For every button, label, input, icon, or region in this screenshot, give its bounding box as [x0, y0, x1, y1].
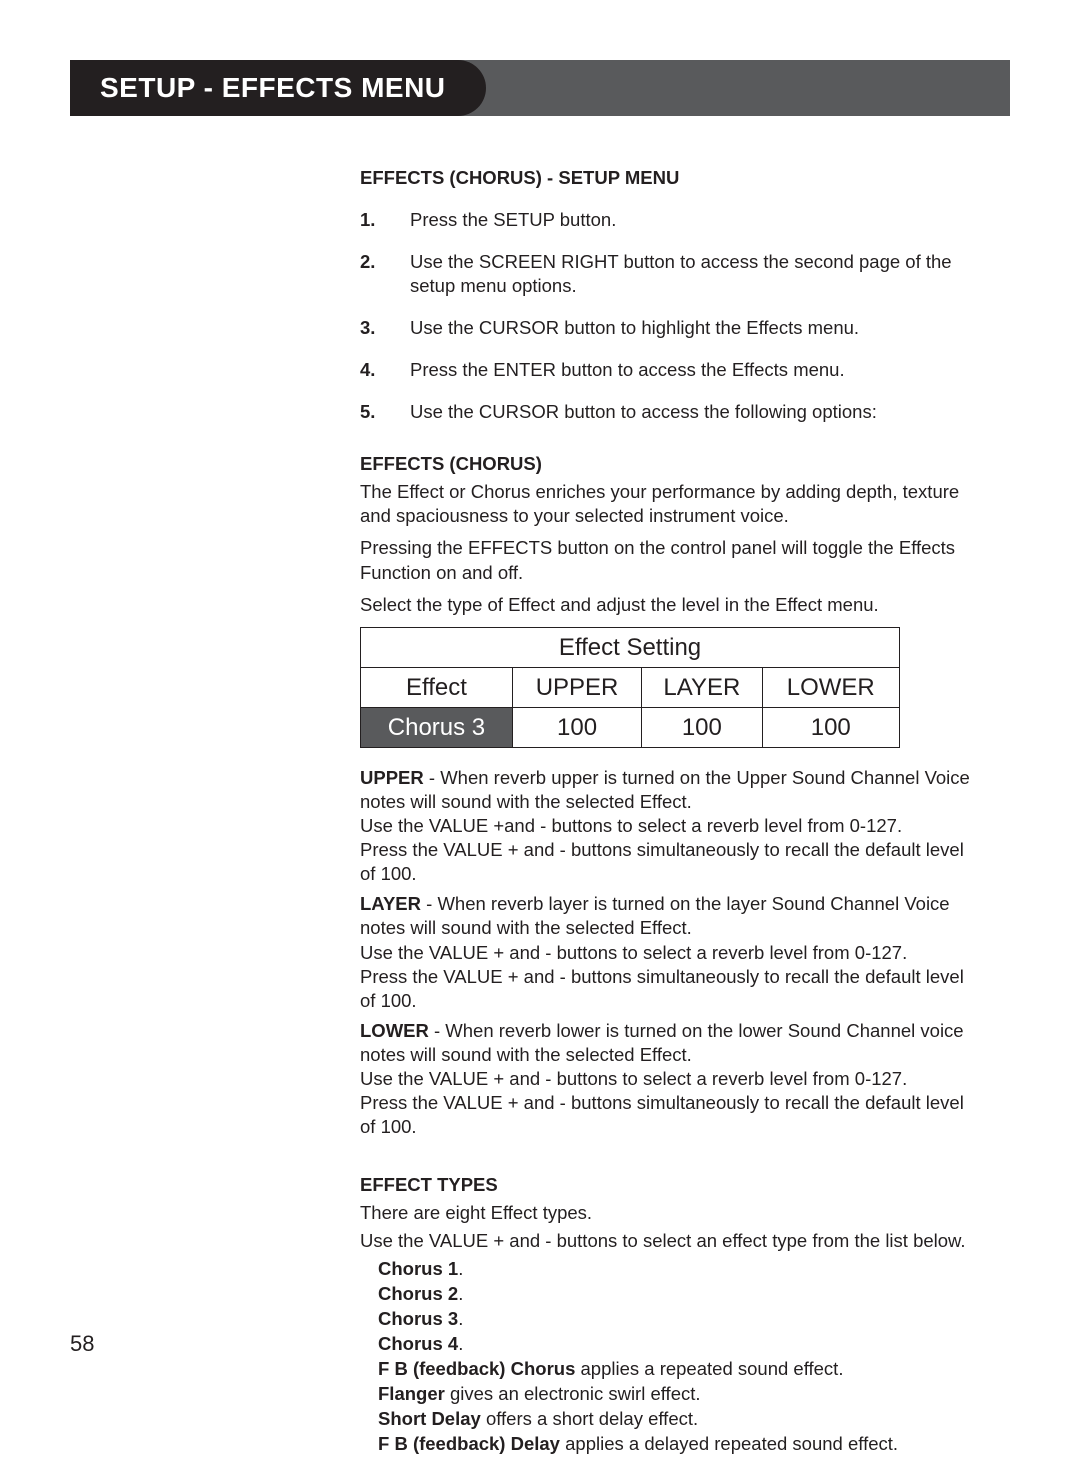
type-chorus-3: Chorus 3. — [378, 1307, 980, 1332]
page-number: 58 — [70, 1331, 94, 1357]
lower-line2: Use the VALUE + and - buttons to select … — [360, 1068, 907, 1089]
effect-setting-table: Effect Setting Effect UPPER LAYER LOWER … — [360, 627, 980, 749]
step-number: 1. — [360, 208, 410, 232]
header-bar: SETUP - EFFECTS MENU — [70, 60, 1010, 116]
step-text: Use the CURSOR button to highlight the E… — [410, 316, 980, 340]
step-2: 2. Use the SCREEN RIGHT button to access… — [360, 250, 980, 298]
upper-label: UPPER — [360, 767, 424, 788]
layer-description: LAYER - When reverb layer is turned on t… — [360, 892, 980, 1012]
layer-line3: Press the VALUE + and - buttons simultan… — [360, 966, 964, 1011]
section-heading-setup: EFFECTS (CHORUS) - SETUP MENU — [360, 166, 980, 190]
table-title: Effect Setting — [361, 627, 900, 667]
col-header-effect: Effect — [361, 667, 513, 707]
effect-types-list: Chorus 1. Chorus 2. Chorus 3. Chorus 4. … — [378, 1257, 980, 1457]
upper-text: - When reverb upper is turned on the Upp… — [360, 767, 970, 812]
type-flanger: Flanger gives an electronic swirl effect… — [378, 1382, 980, 1407]
step-text: Use the SCREEN RIGHT button to access th… — [410, 250, 980, 298]
cell-layer-value: 100 — [642, 707, 762, 747]
effects-intro-1: The Effect or Chorus enriches your perfo… — [360, 480, 980, 528]
step-text: Press the SETUP button. — [410, 208, 980, 232]
step-number: 4. — [360, 358, 410, 382]
layer-label: LAYER — [360, 893, 421, 914]
step-5: 5. Use the CURSOR button to access the f… — [360, 400, 980, 424]
layer-line2: Use the VALUE + and - buttons to select … — [360, 942, 907, 963]
col-header-layer: LAYER — [642, 667, 762, 707]
effect-types-intro-2: Use the VALUE + and - buttons to select … — [360, 1229, 980, 1253]
step-1: 1. Press the SETUP button. — [360, 208, 980, 232]
lower-description: LOWER - When reverb lower is turned on t… — [360, 1019, 980, 1139]
section-heading-effects-chorus: EFFECTS (CHORUS) — [360, 452, 980, 476]
type-chorus-1: Chorus 1. — [378, 1257, 980, 1282]
type-short-delay: Short Delay offers a short delay effect. — [378, 1407, 980, 1432]
cell-effect-name: Chorus 3 — [361, 707, 513, 747]
cell-upper-value: 100 — [512, 707, 641, 747]
lower-line3: Press the VALUE + and - buttons simultan… — [360, 1092, 964, 1137]
type-fb-chorus: F B (feedback) Chorus applies a repeated… — [378, 1357, 980, 1382]
lower-label: LOWER — [360, 1020, 429, 1041]
upper-line2: Use the VALUE +and - buttons to select a… — [360, 815, 902, 836]
step-3: 3. Use the CURSOR button to highlight th… — [360, 316, 980, 340]
upper-line3: Press the VALUE + and - buttons simultan… — [360, 839, 964, 884]
step-number: 5. — [360, 400, 410, 424]
col-header-lower: LOWER — [762, 667, 900, 707]
effect-types-intro-1: There are eight Effect types. — [360, 1201, 980, 1225]
step-text: Use the CURSOR button to access the foll… — [410, 400, 980, 424]
page-title: SETUP - EFFECTS MENU — [70, 60, 486, 116]
step-number: 2. — [360, 250, 410, 298]
col-header-upper: UPPER — [512, 667, 641, 707]
effects-intro-2: Pressing the EFFECTS button on the contr… — [360, 536, 980, 584]
lower-text: - When reverb lower is turned on the low… — [360, 1020, 964, 1065]
type-chorus-4: Chorus 4. — [378, 1332, 980, 1357]
step-number: 3. — [360, 316, 410, 340]
step-4: 4. Press the ENTER button to access the … — [360, 358, 980, 382]
cell-lower-value: 100 — [762, 707, 900, 747]
section-heading-effect-types: EFFECT TYPES — [360, 1173, 980, 1197]
type-fb-delay: F B (feedback) Delay applies a delayed r… — [378, 1432, 980, 1457]
upper-description: UPPER - When reverb upper is turned on t… — [360, 766, 980, 886]
content-area: EFFECTS (CHORUS) - SETUP MENU 1. Press t… — [360, 166, 980, 1457]
setup-steps-list: 1. Press the SETUP button. 2. Use the SC… — [360, 208, 980, 424]
type-chorus-2: Chorus 2. — [378, 1282, 980, 1307]
effects-intro-3: Select the type of Effect and adjust the… — [360, 593, 980, 617]
layer-text: - When reverb layer is turned on the lay… — [360, 893, 950, 938]
step-text: Press the ENTER button to access the Eff… — [410, 358, 980, 382]
